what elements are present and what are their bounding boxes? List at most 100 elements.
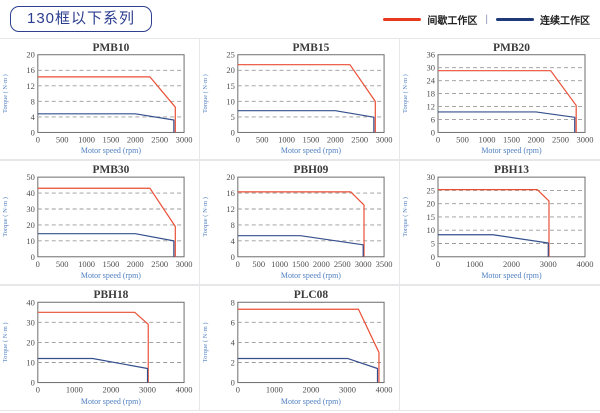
x-tick-label: 0 [236, 385, 240, 395]
y-tick-label: 16 [26, 66, 34, 75]
x-axis-label: Motor speed (rpm) [81, 271, 141, 280]
plot-frame [37, 54, 185, 133]
legend: 间歇工作区 | 连续工作区 [383, 12, 590, 27]
plot-frame [237, 301, 385, 384]
y-tick-label: 36 [427, 50, 435, 60]
legend-item-continuous: 连续工作区 [496, 12, 590, 27]
x-tick-label: 1500 [102, 259, 119, 269]
y-tick-label: 8 [31, 97, 35, 106]
x-tick-label: 2500 [351, 135, 368, 144]
chart-svg: PBH13 0 5 10 15 20 25 30 0 1000 2000 3000 4000 Motor … [402, 164, 593, 280]
x-axis-label: Motor speed (rpm) [281, 397, 341, 406]
y-tick-label: 10 [26, 357, 34, 367]
chart-panel: PLC08 0 2 4 6 8 0 1000 2000 3000 4000 Motor speed (… [200, 285, 400, 411]
x-tick-label: 500 [56, 135, 69, 144]
x-tick-label: 3000 [376, 135, 393, 144]
y-tick-label: 0 [431, 252, 435, 262]
chart-panel: PBH13 0 5 10 15 20 25 30 0 1000 2000 3000 4000 Motor … [400, 160, 600, 285]
y-axis-label: Torque ( N·m ) [402, 197, 409, 237]
y-tick-label: 10 [26, 236, 34, 246]
chart-title: PBH18 [93, 288, 128, 301]
series-continuous [438, 234, 549, 257]
y-tick-label: 5 [231, 113, 235, 122]
x-tick-label: 500 [456, 134, 469, 144]
x-tick-label: 0 [236, 259, 240, 269]
y-axis-label: Torque ( N·m ) [402, 74, 409, 113]
legend-label-continuous: 连续工作区 [540, 15, 590, 27]
y-tick-label: 4 [231, 337, 236, 347]
chart-title: PBH13 [494, 164, 529, 176]
y-tick-label: 20 [26, 220, 34, 230]
x-tick-label: 0 [36, 135, 40, 144]
y-axis-label: Torque ( N·m ) [202, 197, 209, 237]
x-tick-label: 2000 [127, 135, 144, 144]
x-tick-label: 1000 [479, 134, 496, 144]
y-tick-label: 24 [427, 76, 436, 86]
legend-item-intermittent: 间歇工作区 [383, 12, 477, 27]
x-tick-label: 1000 [266, 385, 283, 395]
x-tick-label: 2000 [503, 259, 520, 269]
y-tick-label: 6 [431, 115, 435, 125]
x-tick-label: 2000 [528, 134, 545, 144]
x-tick-label: 500 [256, 135, 269, 144]
x-tick-label: 2500 [151, 135, 168, 144]
series-intermittent [37, 76, 176, 133]
x-tick-label: 3000 [577, 134, 594, 144]
x-tick-label: 2000 [313, 259, 330, 269]
chart-title: PMB10 [93, 42, 130, 54]
y-tick-label: 0 [231, 128, 235, 137]
y-axis-label: Torque ( N·m ) [202, 74, 209, 113]
series-intermittent [438, 189, 550, 257]
y-tick-label: 20 [226, 66, 234, 75]
y-axis-label: Torque ( N·m ) [2, 322, 9, 362]
chart-title: PMB15 [293, 42, 330, 54]
y-tick-label: 16 [226, 188, 234, 198]
intermittent-line-swatch [383, 17, 422, 21]
page-header: 130框以下系列 间歇工作区 | 连续工作区 [0, 0, 600, 38]
y-tick-label: 2 [231, 357, 235, 367]
y-tick-label: 15 [427, 212, 435, 222]
x-tick-label: 0 [436, 134, 440, 144]
x-tick-label: 1500 [503, 134, 520, 144]
x-tick-label: 0 [36, 259, 40, 269]
y-tick-label: 25 [226, 51, 234, 60]
x-tick-label: 1000 [278, 135, 295, 144]
x-tick-label: 3000 [355, 259, 372, 269]
x-tick-label: 1500 [292, 259, 309, 269]
series-intermittent [237, 64, 376, 133]
series-intermittent [37, 187, 176, 257]
y-tick-label: 4 [231, 236, 236, 246]
x-tick-label: 1000 [66, 385, 83, 395]
y-tick-label: 18 [427, 89, 435, 99]
chart-svg: PBH09 0 4 8 12 16 20 0 500 1000 1500 2000 2500 3000 35… [202, 164, 393, 280]
plot-frame [237, 176, 385, 258]
x-axis-label: Motor speed (rpm) [281, 271, 341, 280]
x-axis-label: Motor speed (rpm) [481, 146, 542, 155]
series-intermittent [438, 70, 577, 133]
x-axis-label: Motor speed (rpm) [281, 146, 341, 155]
x-tick-label: 4000 [376, 385, 393, 395]
chart-panel: PMB20 0 6 12 18 24 30 36 0 500 1000 1500 2000 2500 300… [400, 38, 600, 160]
chart-panel: PMB15 0 5 10 15 20 25 0 500 1000 1500 2000 2500 3000 M… [200, 38, 400, 160]
chart-title: PLC08 [294, 288, 328, 301]
x-axis-label: Motor speed (rpm) [81, 146, 141, 155]
x-tick-label: 1500 [103, 135, 120, 144]
y-tick-label: 10 [427, 225, 435, 235]
chart-title: PBH09 [293, 164, 328, 176]
y-axis-label: Torque ( N·m ) [202, 322, 209, 362]
y-tick-label: 12 [226, 204, 234, 214]
x-tick-label: 1000 [466, 259, 483, 269]
y-tick-label: 5 [431, 238, 435, 248]
series-continuous [237, 110, 375, 133]
x-tick-label: 2500 [151, 259, 168, 269]
y-tick-label: 0 [31, 378, 35, 388]
x-tick-label: 1500 [303, 135, 320, 144]
y-tick-label: 50 [26, 172, 34, 182]
chart-title: PMB30 [93, 164, 130, 176]
x-tick-label: 3000 [176, 135, 193, 144]
chart-panel: PMB10 0 4 8 12 16 20 0 500 1000 1500 2000 2500 3000 Mo… [0, 38, 200, 160]
y-tick-label: 10 [226, 97, 234, 106]
x-tick-label: 3000 [540, 259, 557, 269]
x-tick-label: 1000 [78, 259, 95, 269]
series-continuous [37, 113, 175, 133]
